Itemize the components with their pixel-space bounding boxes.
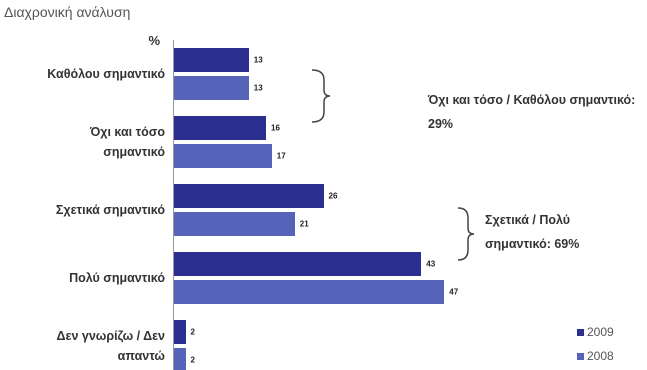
bar [174,76,249,100]
value-label: 47 [449,287,459,297]
bar [174,320,186,344]
category-label: Σχετικά σημαντικό [55,203,165,217]
bar [174,144,272,168]
value-label: 26 [328,191,338,201]
legend-label: 2009 [587,325,614,339]
bar [174,184,324,208]
axis-line [173,40,174,370]
bar [174,252,422,276]
value-label: 13 [253,83,263,93]
annotation: Σχετικά / Πολύ σημαντικό: 69% [485,213,580,251]
chart-title: Διαχρονική ανάλυση [4,4,131,20]
bar [174,280,445,304]
axis-label: % [148,33,160,48]
value-label: 13 [253,55,263,65]
category-label: Πολύ σημαντικό [69,271,165,285]
legend-label: 2008 [587,349,614,363]
bar [174,212,295,236]
value-label: 17 [276,151,286,161]
value-label: 16 [271,123,280,133]
value-label: 21 [299,219,309,229]
bar [174,348,186,370]
value-label: 2 [190,327,195,337]
category-label: Όχι και τόσο σημαντικό [89,125,165,159]
legend-swatch [577,329,584,336]
category-label: Καθόλου σημαντικό [47,67,165,81]
annotation: Όχι και τόσο / Καθόλου σημαντικό: 29% [428,93,636,131]
value-label: 43 [426,259,436,269]
value-label: 2 [190,355,195,365]
category-label: Δεν γνωρίζω / Δεν απαντώ [56,329,165,363]
legend-swatch [577,353,584,360]
bar [174,116,266,140]
bar [174,48,249,72]
